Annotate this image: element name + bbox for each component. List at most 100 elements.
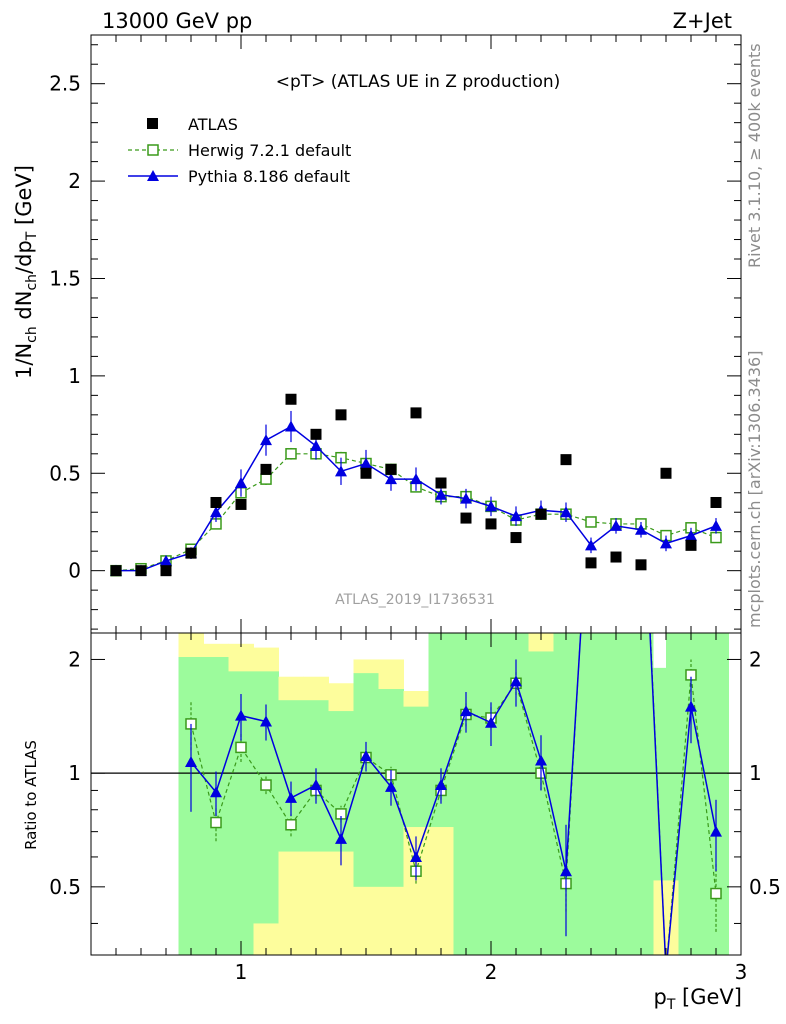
ratio-inner xyxy=(91,633,741,955)
ratio-pythia-point xyxy=(310,779,322,791)
atlas-point xyxy=(485,518,497,530)
main-ytick-label: 1.5 xyxy=(49,266,81,290)
atlas-point xyxy=(210,496,222,508)
ratio-xtick-label: 2 xyxy=(485,960,498,984)
header-left: 13000 GeV pp xyxy=(102,9,252,33)
pythia-line xyxy=(116,425,717,572)
xlabel: pT [GeV] xyxy=(653,985,742,1013)
ratio-pythia-point xyxy=(435,779,447,791)
pythia-point xyxy=(685,529,697,541)
uncertainty-band-green xyxy=(603,633,629,955)
pythia-point xyxy=(610,519,622,531)
analysis-id: ATLAS_2019_I1736531 xyxy=(335,592,495,608)
legend-herwig-label: Herwig 7.2.1 default xyxy=(188,141,351,160)
legend-atlas-label: ATLAS xyxy=(188,115,238,134)
main-ytick-label: 0 xyxy=(68,559,81,583)
pythia-point xyxy=(235,477,247,489)
uncertainty-band-yellow xyxy=(353,886,404,955)
atlas-point xyxy=(685,539,697,551)
pythia-point xyxy=(160,554,172,566)
atlas-point xyxy=(135,565,147,577)
atlas-point xyxy=(635,559,647,571)
atlas-point xyxy=(610,551,622,563)
pythia-point xyxy=(710,519,722,531)
uncertainty-band-green xyxy=(453,633,479,955)
pythia-point xyxy=(285,420,297,432)
mcplots-label: mcplots.cern.ch [arXiv:1306.3436] xyxy=(745,351,764,628)
uncertainty-band-green xyxy=(578,633,604,955)
ratio-ytick-label: 2 xyxy=(68,647,81,671)
pythia-point xyxy=(485,500,497,512)
ratio-ytick-label-right: 1 xyxy=(749,761,762,785)
svg-text:1/Nch dNch/dpT [GeV]: 1/Nch dNch/dpT [GeV] xyxy=(12,165,40,379)
main-ytick-label: 2.5 xyxy=(49,72,81,96)
pythia-point xyxy=(210,506,222,518)
legend-herwig-marker xyxy=(147,144,159,156)
ratio-herwig-point xyxy=(235,741,247,754)
pythia-point xyxy=(660,537,672,549)
uncertainty-band-green xyxy=(528,651,554,955)
ratio-pythia-line xyxy=(190,633,717,955)
legend: ATLAS Herwig 7.2.1 default Pythia 8.186 … xyxy=(128,115,351,186)
atlas-point xyxy=(460,512,472,524)
ratio-ytick-label-right: 0.5 xyxy=(749,875,781,899)
pythia-point xyxy=(435,488,447,500)
ratio-herwig-point xyxy=(285,819,297,831)
ratio-plot: 0.5 0.5 1 1 2 2 1 2 3 xyxy=(49,632,781,984)
pythia-point xyxy=(360,457,372,469)
plot-title: <pT> (ATLAS UE in Z production) xyxy=(276,72,561,92)
uncertainty-band-green xyxy=(478,633,504,955)
atlas-point xyxy=(535,508,547,520)
svg-text:pT [GeV]: pT [GeV] xyxy=(653,985,742,1013)
atlas-point xyxy=(285,393,297,405)
ratio-pythia-point xyxy=(560,865,572,877)
pythia-point xyxy=(385,473,397,485)
atlas-point xyxy=(235,498,247,510)
uncertainty-band-yellow xyxy=(653,880,679,955)
ratio-xtick-label: 3 xyxy=(735,960,748,984)
main-plot: 0 0.5 1 1.5 2 2.5 xyxy=(49,34,742,634)
pythia-point xyxy=(560,506,572,518)
ratio-pythia-point xyxy=(410,850,422,862)
herwig-point xyxy=(710,531,722,544)
ratio-pythia-point xyxy=(460,705,472,717)
atlas-point xyxy=(335,409,347,421)
pythia-point xyxy=(585,539,597,551)
pythia-point xyxy=(460,492,472,504)
ratio-ytick-label: 1 xyxy=(68,761,81,785)
atlas-point xyxy=(185,547,197,559)
atlas-point xyxy=(660,467,672,479)
atlas-point xyxy=(710,496,722,508)
ratio-pythia-point xyxy=(710,825,722,837)
pythia-point xyxy=(410,473,422,485)
uncertainty-band-yellow xyxy=(278,851,354,955)
ratio-ytick-label-right: 2 xyxy=(749,647,762,671)
rivet-label: Rivet 3.1.10, ≥ 400k events xyxy=(745,43,764,268)
atlas-point xyxy=(260,463,272,475)
ratio-ylabel: Ratio to ATLAS xyxy=(22,740,40,850)
atlas-point xyxy=(410,407,422,419)
legend-pythia-label: Pythia 8.186 default xyxy=(188,167,350,186)
pythia-point xyxy=(335,465,347,477)
pythia-point xyxy=(510,510,522,522)
ratio-herwig-point xyxy=(710,887,722,900)
pythia-point xyxy=(635,523,647,535)
atlas-point xyxy=(110,565,122,577)
herwig-point xyxy=(585,516,597,528)
ratio-pythia-point xyxy=(510,675,522,687)
main-ytick-label: 2 xyxy=(68,169,81,193)
ratio-pythia-point xyxy=(685,700,697,712)
ratio-pythia-point xyxy=(210,786,222,798)
atlas-point xyxy=(360,467,372,479)
legend-pythia-marker xyxy=(147,170,159,181)
band-gap xyxy=(653,633,666,668)
ratio-herwig-point xyxy=(210,816,222,829)
ratio-pythia-point xyxy=(485,716,497,728)
main-ylabel: 1/Nch dNch/dpT [GeV] xyxy=(12,165,40,379)
ratio-herwig-point xyxy=(260,779,272,791)
herwig-point xyxy=(285,448,297,460)
ratio-pythia-point xyxy=(235,709,247,721)
atlas-point xyxy=(560,454,572,466)
pythia-point xyxy=(260,434,272,446)
ratio-pythia-point xyxy=(260,715,272,727)
